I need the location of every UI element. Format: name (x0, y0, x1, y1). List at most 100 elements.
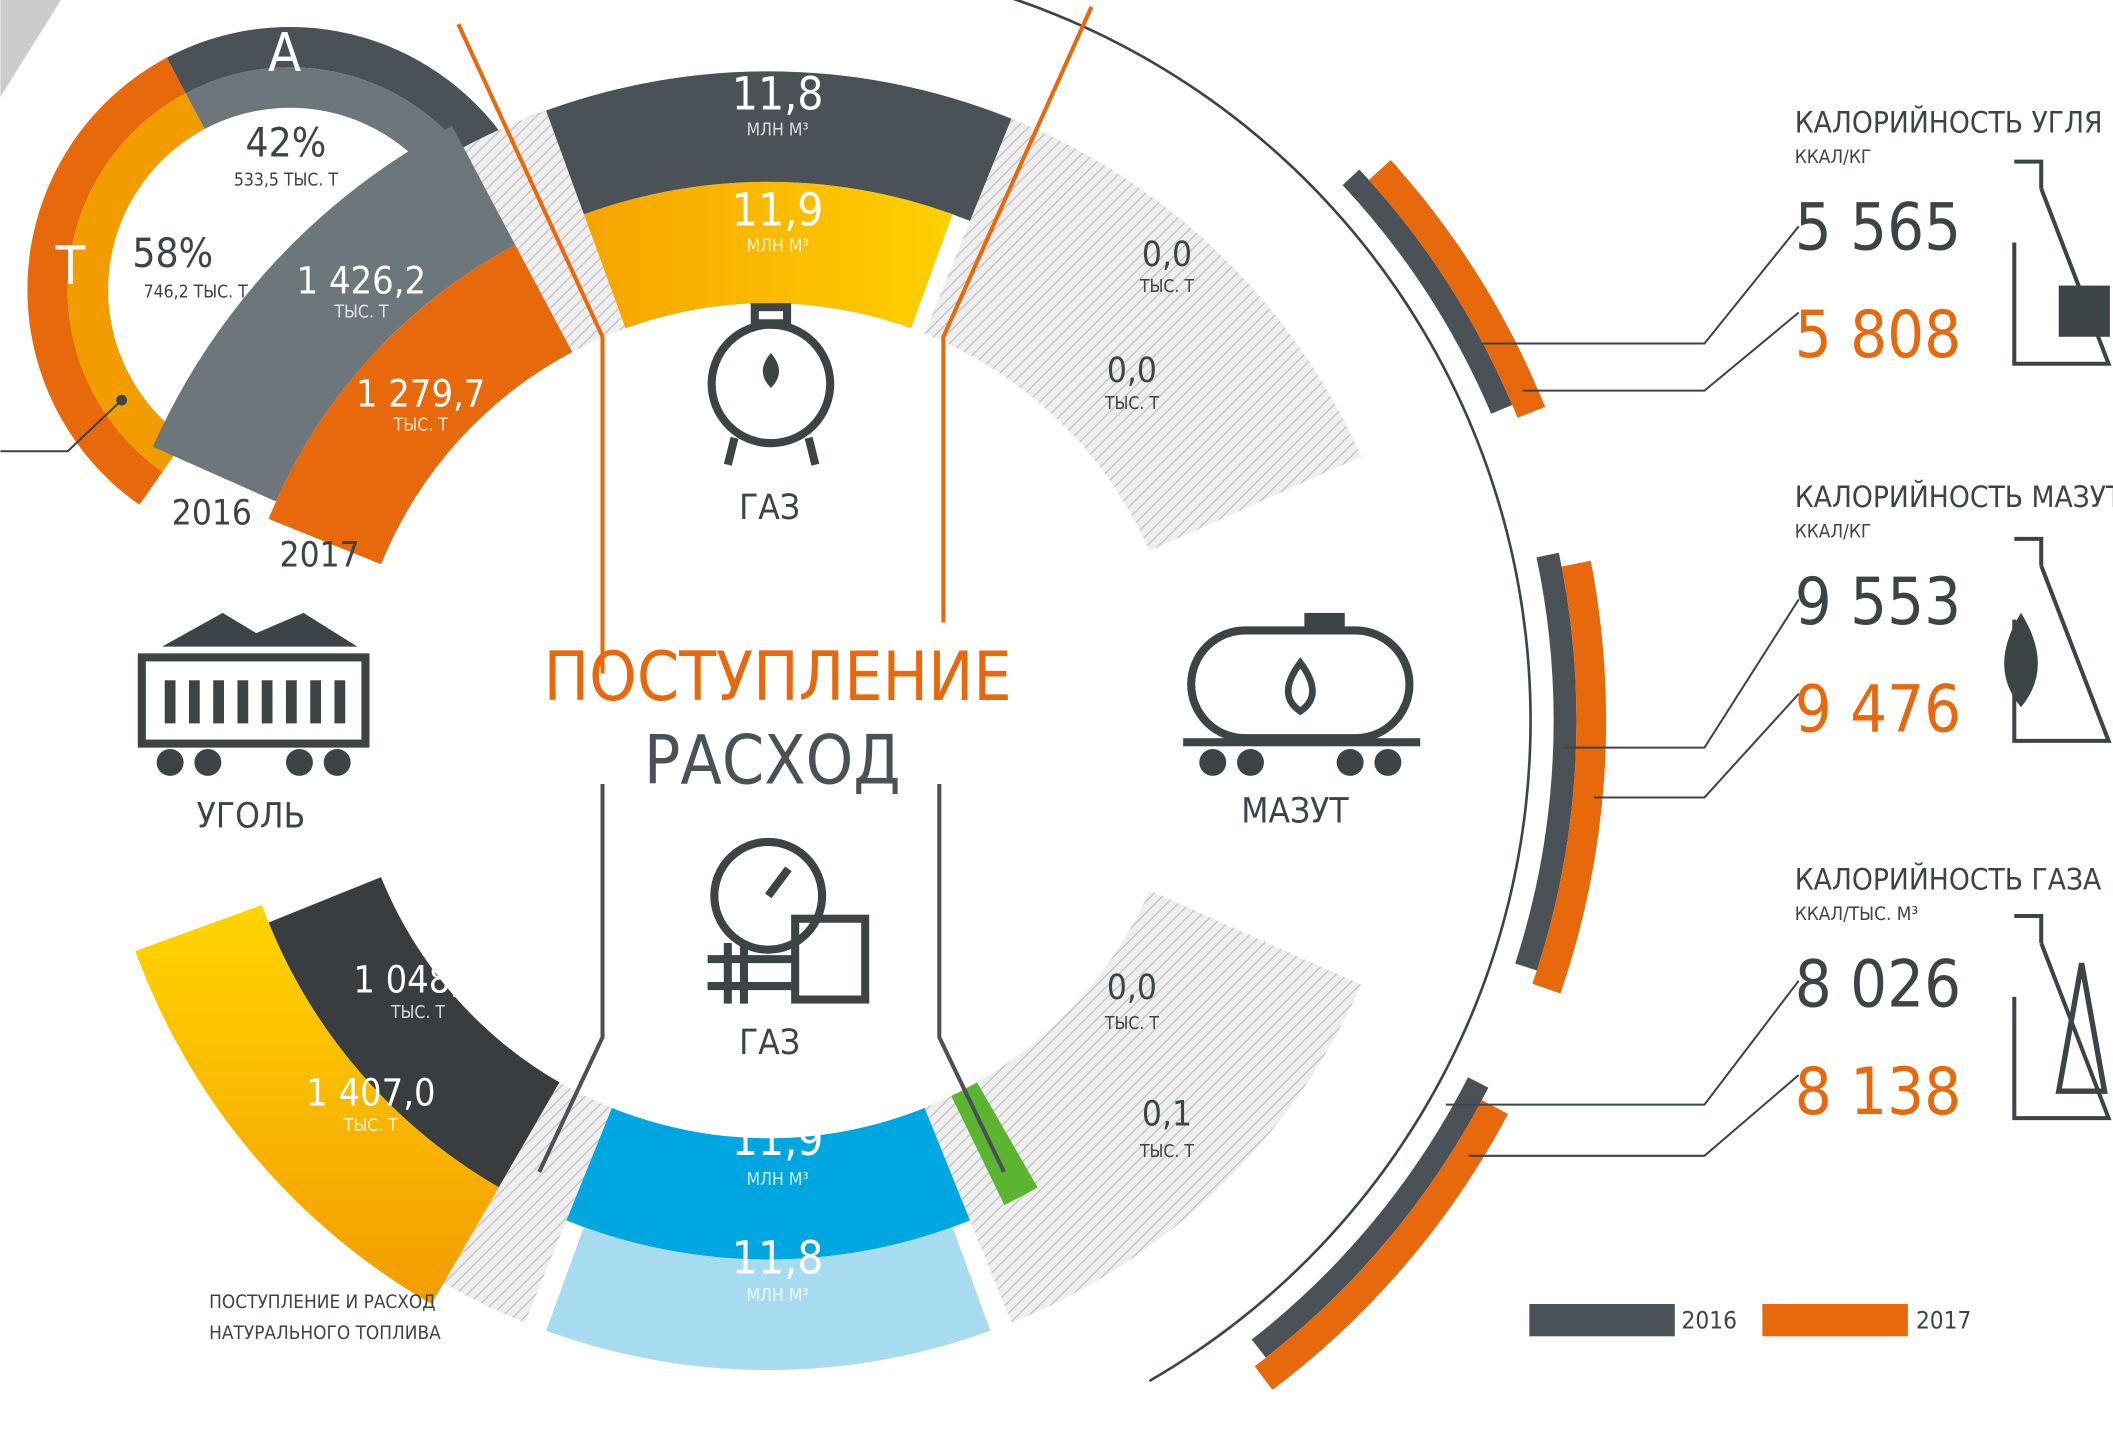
value: 1 426,2 (297, 258, 426, 302)
calorific-title: КАЛОРИЙНОСТЬ МАЗУТА (1795, 479, 2113, 514)
unit: млн м³ (747, 1170, 809, 1190)
note: ПОСТУПЛЕНИЕ И РАСХОД НАТУРАЛЬНОГО ТОПЛИВ… (209, 1292, 441, 1344)
mazut-receipt (924, 118, 1362, 551)
guide-line (941, 5, 1094, 623)
gas-receipt-2017 (583, 181, 953, 329)
calorific-2017: 5 808 (1795, 298, 1961, 373)
value: 0,0 (1142, 234, 1192, 275)
letter-a: А (268, 21, 301, 84)
legend-swatch (1529, 1303, 1675, 1337)
gas-label: ГАЗ (739, 487, 800, 528)
coal-a-inner (185, 67, 473, 186)
outer-2016 (1342, 169, 1513, 414)
mazut-label: МАЗУТ (1241, 790, 1349, 831)
divider (443, 1082, 612, 1323)
flask-icons (2012, 159, 2112, 1121)
coal-consumption-2017 (135, 904, 499, 1304)
year-label: 2017 (280, 534, 360, 575)
center-receipt: ПОСТУПЛЕНИЕ (544, 637, 1012, 716)
corner (0, 0, 61, 97)
calorific-blocks: КАЛОРИЙНОСТЬ УГЛЯ ккал/кг 5 565 5 808 КАЛОРИ… (1795, 104, 2113, 1130)
t-amount: 746,2 тыс. т (144, 282, 249, 302)
value: 0,0 (1107, 967, 1157, 1008)
guide-line (937, 784, 1006, 1173)
value: 11,8 (732, 1230, 824, 1284)
unit: тыс. т (393, 416, 449, 436)
note-line: НАТУРАЛЬНОГО ТОПЛИВА (209, 1323, 441, 1344)
coal-t-inner (67, 93, 205, 472)
value: 1 279,7 (356, 372, 485, 416)
outer-2017 (1368, 160, 1546, 418)
t-percent: 58% (132, 229, 213, 277)
outer-2016 (1515, 552, 1577, 971)
gas-label: ГАЗ (739, 1022, 800, 1063)
background-circle (364, 316, 1173, 1125)
unit: млн м³ (747, 237, 809, 257)
unit: млн м³ (747, 121, 809, 141)
unit: тыс. т (1104, 1014, 1160, 1034)
tank-car-icon (1183, 612, 1421, 776)
connector (0, 399, 123, 453)
oil-drop (2004, 612, 2038, 708)
labels: А Т 42% 533,5 тыс. т 58% 746,2 тыс. т 11… (55, 21, 1350, 1306)
meter-icon (707, 837, 870, 1004)
center-consumption: РАСХОД (644, 721, 901, 800)
note-line: ПОСТУПЛЕНИЕ И РАСХОД (209, 1292, 435, 1313)
coal-wagon-icon (137, 612, 370, 776)
a-amount: 533,5 тыс. т (234, 171, 339, 191)
gas-cone (2055, 962, 2108, 1094)
legend-label: 2016 (1682, 1305, 1737, 1334)
unit: тыс. т (1139, 1142, 1195, 1162)
value: 1 407,0 (306, 1071, 435, 1115)
value: 11,8 (732, 66, 824, 120)
flame-icon (762, 352, 779, 388)
unit: тыс. т (343, 1116, 399, 1136)
calorific-title: КАЛОРИЙНОСТЬ ГАЗА (1795, 861, 2102, 896)
value: 0,0 (1107, 350, 1157, 391)
coal-receipt-2017 (268, 244, 573, 565)
a-percent: 42% (246, 118, 327, 166)
year-label: 2016 (172, 493, 252, 534)
gas-consumption-2016 (566, 1107, 971, 1260)
outer-2017 (1532, 560, 1607, 994)
calorific-2016: 8 026 (1795, 947, 1961, 1022)
guide-line (537, 784, 605, 1173)
gas-consumption-2017 (546, 1227, 991, 1370)
coal-a-outer (166, 26, 506, 163)
calorific-title: КАЛОРИЙНОСТЬ УГЛЯ (1795, 104, 2103, 139)
value: 1 048,8 (353, 958, 482, 1002)
outer-2016 (1251, 1077, 1489, 1358)
divider (463, 110, 626, 352)
value: 0,1 (1142, 1093, 1192, 1134)
calorific-2017: 9 476 (1795, 673, 1961, 748)
calorific-unit: ккал/кг (1795, 522, 1872, 543)
unit: млн м³ (747, 1286, 809, 1306)
calorific-unit: ккал/тыс. м³ (1795, 904, 1918, 925)
calorific-2016: 5 565 (1795, 190, 1961, 265)
shapes (27, 0, 1607, 1390)
coal-cube (2058, 285, 2110, 337)
outer-2017 (1254, 1100, 1509, 1390)
calorific-unit: ккал/кг (1795, 147, 1872, 168)
value: 11,9 (732, 1112, 824, 1166)
calorific-2017: 8 138 (1795, 1055, 1961, 1130)
coal-consumption-2016 (268, 877, 560, 1188)
letter-t: Т (55, 234, 86, 297)
value: 11,9 (732, 182, 824, 236)
calorific-2016: 9 553 (1795, 565, 1961, 640)
mazut-consumption (924, 890, 1362, 1323)
unit: тыс. т (333, 303, 389, 323)
unit: тыс. т (1104, 394, 1160, 414)
mazut-consumption-2017 (951, 1082, 1038, 1205)
coal-receipt-2016 (152, 125, 516, 502)
coal-label: УГОЛЬ (197, 796, 306, 837)
legend-label: 2017 (1916, 1305, 1971, 1334)
gas-tank-icon (707, 303, 835, 466)
legend: 2016 2017 (1529, 1303, 1971, 1337)
gas-receipt-2016 (524, 71, 1012, 222)
unit: тыс. т (390, 1003, 446, 1023)
legend-swatch (1762, 1303, 1908, 1337)
unit: тыс. т (1139, 277, 1195, 297)
connector-dot (116, 394, 128, 406)
guide-line (456, 23, 605, 674)
